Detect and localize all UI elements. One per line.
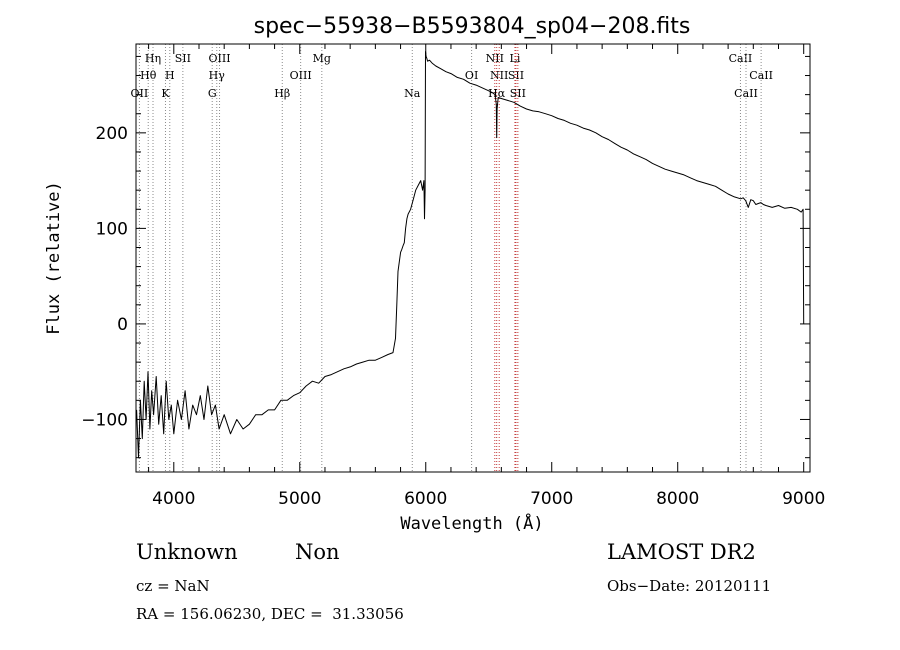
line-label-8: G — [208, 87, 217, 100]
survey-name: LAMOST DR2 — [607, 540, 756, 564]
y-axis-label: Flux (relative) — [44, 181, 64, 335]
line-label-20: CaII — [729, 52, 753, 65]
line-label-15: NII — [490, 69, 508, 82]
y-tick-label-0: −100 — [81, 410, 128, 430]
line-label-9: Hβ — [274, 87, 290, 100]
line-label-5: SII — [175, 52, 191, 65]
x-tick-label-1: 5000 — [278, 489, 321, 509]
line-label-13: OI — [465, 69, 478, 82]
y-tick-label-3: 200 — [96, 124, 128, 144]
line-label-10: OIII — [290, 69, 312, 82]
line-label-6: OIII — [208, 52, 230, 65]
line-label-18: SII — [508, 69, 524, 82]
redshift-cz: cz = NaN — [136, 577, 210, 595]
object-subclass: Non — [295, 540, 340, 564]
y-tick-label-1: 0 — [117, 315, 128, 335]
x-tick-label-3: 7000 — [530, 489, 573, 509]
series-line-0 — [136, 51, 805, 459]
line-label-12: Na — [404, 87, 421, 100]
line-label-0: Hη — [145, 52, 161, 65]
line-label-7: Hγ — [209, 69, 226, 82]
observation-date: Obs−Date: 20120111 — [607, 577, 772, 595]
line-label-16: Hα — [488, 87, 506, 100]
line-label-2: OII — [131, 87, 149, 100]
x-tick-label-0: 4000 — [152, 489, 195, 509]
chart-title: spec−55938−B5593804_sp04−208.fits — [254, 14, 691, 39]
plot-frame — [135, 43, 811, 473]
line-label-11: Mg — [313, 52, 331, 65]
x-axis-label: Wavelength (Å) — [400, 512, 543, 534]
x-tick-label-4: 8000 — [656, 489, 699, 509]
x-tick-label-5: 9000 — [782, 489, 825, 509]
line-label-1: Hθ — [140, 69, 157, 82]
line-label-19: SII — [510, 87, 526, 100]
line-label-22: CaII — [734, 87, 758, 100]
line-label-14: NII — [486, 52, 504, 65]
axis-ticks: 4000 5000 6000 7000 8000 9000 −100 0 100 200 — [81, 44, 825, 509]
line-label-4: K — [161, 87, 170, 100]
flux-series — [136, 51, 805, 459]
object-class: Unknown — [136, 540, 238, 564]
y-tick-label-2: 100 — [96, 219, 128, 239]
x-tick-label-2: 6000 — [404, 489, 447, 509]
line-label-17: Li — [510, 52, 521, 65]
coordinates: RA = 156.06230, DEC = 31.33056 — [136, 605, 404, 623]
line-label-3: H — [165, 69, 175, 82]
line-label-21: CaII — [749, 69, 773, 82]
